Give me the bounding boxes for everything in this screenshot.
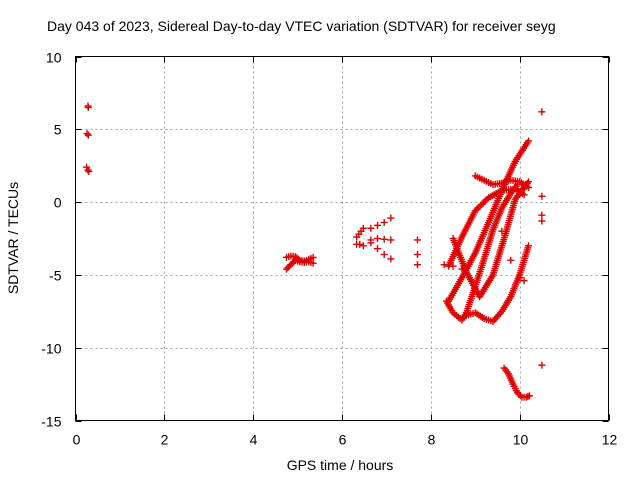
- data-point: [374, 221, 382, 229]
- data-point: [524, 392, 532, 400]
- axis-ticks: 0 2 4 6 8 10 12 -15 -10 -5 0 5 10: [41, 50, 617, 448]
- data-points: [83, 102, 546, 401]
- data-point: [84, 166, 92, 174]
- data-point: [84, 103, 92, 111]
- x-tick-label: 10: [513, 432, 529, 448]
- x-tick-label: 6: [339, 432, 347, 448]
- data-point: [387, 214, 395, 222]
- data-point: [414, 261, 422, 269]
- data-point: [387, 236, 395, 244]
- data-point: [84, 131, 92, 139]
- data-point: [374, 245, 382, 253]
- data-point: [380, 218, 388, 226]
- x-tick-label: 4: [250, 432, 258, 448]
- data-point: [380, 235, 388, 243]
- data-point: [414, 236, 422, 244]
- data-point: [367, 224, 375, 232]
- data-point: [481, 197, 489, 205]
- y-tick-label: 0: [54, 195, 62, 211]
- data-point: [516, 274, 524, 282]
- data-point: [475, 204, 483, 212]
- data-point: [522, 393, 530, 401]
- data-point: [478, 200, 486, 208]
- data-point: [294, 255, 302, 263]
- data-point: [525, 242, 533, 250]
- grid: [75, 56, 609, 421]
- x-tick-label: 2: [161, 432, 169, 448]
- y-tick-label: 5: [54, 122, 62, 138]
- data-point: [458, 265, 466, 273]
- data-point: [516, 392, 524, 400]
- data-point: [520, 191, 528, 199]
- data-point: [83, 130, 91, 138]
- y-tick-label: -15: [41, 414, 61, 430]
- data-point: [309, 253, 317, 261]
- data-point: [367, 239, 375, 247]
- data-point: [538, 192, 546, 200]
- data-point: [520, 277, 528, 285]
- data-point: [85, 168, 93, 176]
- data-point: [498, 227, 506, 235]
- y-tick-label: -5: [49, 268, 62, 284]
- data-point: [538, 108, 546, 116]
- data-point: [380, 251, 388, 259]
- y-axis-label: SDTVAR / TECUs: [5, 182, 21, 294]
- data-point: [525, 137, 533, 145]
- data-point: [374, 235, 382, 242]
- data-point: [476, 202, 484, 210]
- data-point: [414, 251, 422, 259]
- data-point: [356, 240, 364, 248]
- data-point: [480, 199, 488, 207]
- data-point: [359, 242, 367, 250]
- data-point: [290, 258, 298, 266]
- y-tick-label: -10: [41, 341, 61, 357]
- x-tick-label: 12: [602, 432, 618, 448]
- data-point: [359, 224, 367, 232]
- data-point: [525, 184, 533, 192]
- data-point: [525, 392, 533, 400]
- data-point: [538, 361, 546, 369]
- chart-title: Day 043 of 2023, Sidereal Day-to-day VTE…: [47, 18, 556, 34]
- data-point: [449, 262, 457, 270]
- data-point: [387, 255, 395, 263]
- data-point: [507, 256, 515, 264]
- data-point: [538, 217, 546, 225]
- x-tick-label: 8: [428, 432, 436, 448]
- x-tick-label: 0: [73, 432, 81, 448]
- x-axis-label: GPS time / hours: [287, 457, 394, 473]
- data-point: [440, 261, 448, 269]
- y-tick-label: 10: [46, 50, 62, 66]
